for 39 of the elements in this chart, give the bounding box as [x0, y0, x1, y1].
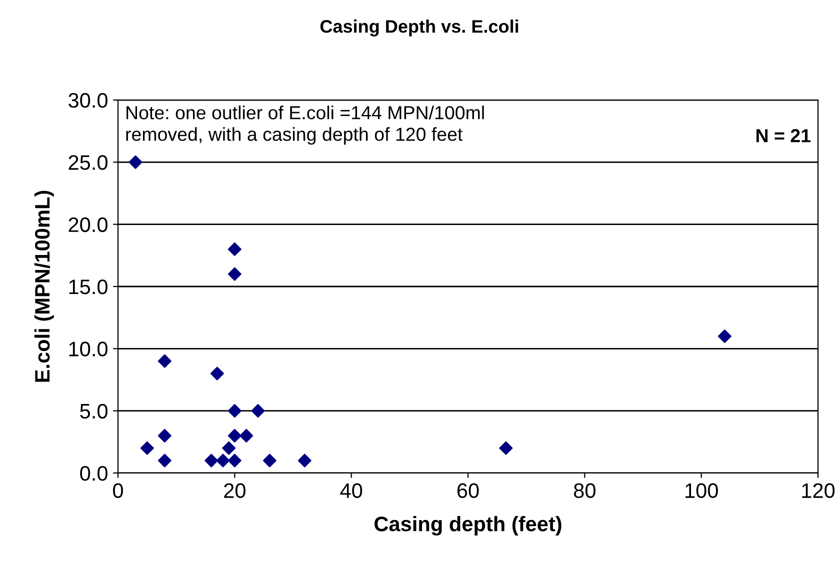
point	[158, 354, 172, 368]
x-axis-title: Casing depth (feet)	[374, 516, 562, 536]
y-tick-label: 10.0	[69, 342, 108, 356]
y-tick-label: 30.0	[68, 93, 108, 108]
chart-title: Casing Depth vs. E.coli	[320, 20, 518, 36]
x-tick-label: 40	[340, 483, 362, 498]
x-tick-label: 100	[686, 483, 718, 498]
point	[298, 454, 312, 468]
x-tick-label: 20	[224, 483, 246, 498]
point	[251, 404, 265, 418]
y-tick-label: 25.0	[68, 155, 108, 170]
y-tick-label: 20.0	[68, 217, 108, 232]
y-tick-label: 0.0	[80, 466, 108, 481]
point	[262, 454, 276, 468]
point	[228, 428, 242, 442]
y-tick-label: 5.0	[80, 404, 108, 419]
point	[228, 267, 242, 281]
x-tick-label: 80	[574, 483, 596, 498]
y-axis-title: E.coli (MPN/100mL)	[34, 190, 54, 382]
point	[228, 454, 242, 468]
point	[158, 428, 172, 442]
point	[140, 441, 154, 455]
point	[228, 242, 242, 256]
x-tick-label: 0	[113, 483, 123, 498]
x-tick-label: 120	[802, 483, 835, 498]
x-tick-label: 60	[457, 483, 479, 498]
y-tick-label: 15.0	[69, 280, 108, 294]
point	[216, 454, 230, 468]
point	[158, 454, 172, 468]
point	[718, 329, 732, 343]
point	[240, 428, 254, 442]
point	[499, 441, 513, 455]
point	[228, 404, 242, 418]
point	[210, 366, 224, 380]
annotation: N = 21	[756, 129, 810, 142]
point	[222, 441, 236, 455]
annotation: Note: one outlier of E.coli =144 MPN/100ml removed, with a casing depth of 120 feet	[126, 106, 484, 145]
point	[128, 155, 142, 169]
point	[204, 454, 218, 468]
